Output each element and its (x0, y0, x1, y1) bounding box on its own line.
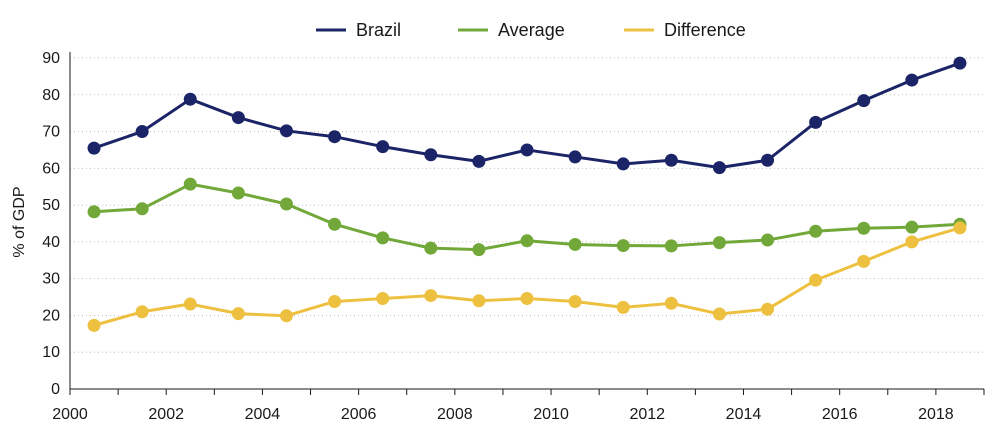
x-tick-label: 2000 (52, 406, 88, 423)
data-point (328, 217, 342, 231)
data-point (712, 161, 726, 175)
y-tick-label: 60 (42, 160, 60, 177)
data-point (231, 186, 245, 200)
data-point (857, 94, 871, 108)
data-point (472, 243, 486, 257)
data-point (905, 235, 919, 249)
series-lines (87, 56, 967, 332)
data-point (664, 296, 678, 310)
data-point (87, 318, 101, 332)
data-point (761, 302, 775, 316)
data-point (857, 221, 871, 235)
y-axis-title: % of GDP (11, 186, 28, 257)
data-point (183, 92, 197, 106)
series-brazil (87, 56, 967, 175)
legend: Brazil Average Difference (316, 20, 746, 40)
data-point (376, 231, 390, 245)
data-point (328, 294, 342, 308)
series-average (87, 177, 967, 257)
legend-label: Average (498, 20, 565, 40)
x-tick-label: 2014 (726, 406, 762, 423)
data-point (424, 241, 438, 255)
data-point (568, 237, 582, 251)
data-point (135, 202, 149, 216)
data-point (616, 239, 630, 253)
y-tick-label: 50 (42, 197, 60, 214)
data-point (279, 197, 293, 211)
y-tick-label: 0 (51, 381, 60, 398)
data-point (183, 297, 197, 311)
data-point (472, 294, 486, 308)
data-point (279, 124, 293, 138)
legend-item-brazil: Brazil (316, 20, 401, 40)
data-point (328, 130, 342, 144)
y-tick-label: 80 (42, 87, 60, 104)
data-point (376, 292, 390, 306)
data-point (664, 239, 678, 253)
data-point (953, 56, 967, 70)
data-point (568, 150, 582, 164)
data-point (568, 294, 582, 308)
x-tick-label: 2004 (245, 406, 281, 423)
x-tick-label: 2018 (918, 406, 954, 423)
x-tick-label: 2012 (629, 406, 665, 423)
x-tick-label: 2016 (822, 406, 858, 423)
data-point (857, 254, 871, 268)
data-point (231, 111, 245, 125)
data-point (905, 73, 919, 87)
data-point (664, 153, 678, 167)
x-tick-label: 2006 (341, 406, 377, 423)
data-point (231, 307, 245, 321)
y-tick-label: 20 (42, 307, 60, 324)
data-point (809, 115, 823, 129)
data-point (87, 205, 101, 219)
data-point (809, 224, 823, 238)
legend-label: Brazil (356, 20, 401, 40)
x-tick-label: 2010 (533, 406, 569, 423)
data-point (87, 141, 101, 155)
data-point (953, 221, 967, 235)
data-point (712, 236, 726, 250)
data-point (520, 234, 534, 248)
data-point (424, 289, 438, 303)
y-tick-label: 10 (42, 344, 60, 361)
data-point (809, 273, 823, 287)
data-point (135, 125, 149, 139)
y-tick-label: 90 (42, 50, 60, 67)
legend-label: Difference (664, 20, 746, 40)
data-point (472, 154, 486, 168)
data-point (183, 177, 197, 191)
data-point (905, 220, 919, 234)
y-tick-label: 40 (42, 234, 60, 251)
data-point (424, 148, 438, 162)
x-tick-label: 2008 (437, 406, 473, 423)
legend-item-average: Average (458, 20, 565, 40)
data-point (376, 140, 390, 154)
data-point (761, 153, 775, 167)
data-point (279, 309, 293, 323)
data-point (616, 300, 630, 314)
y-tick-label: 70 (42, 124, 60, 141)
data-point (520, 292, 534, 306)
legend-item-difference: Difference (624, 20, 746, 40)
data-point (616, 157, 630, 171)
y-tick-label: 30 (42, 271, 60, 288)
data-point (761, 233, 775, 247)
data-point (712, 307, 726, 321)
data-point (135, 305, 149, 319)
data-point (520, 143, 534, 157)
series-difference (87, 221, 967, 332)
x-tick-label: 2002 (148, 406, 184, 423)
axes: 0 10 20 30 40 50 60 70 80 90 2000 2002 2004 2006 2008 2… (42, 50, 985, 423)
